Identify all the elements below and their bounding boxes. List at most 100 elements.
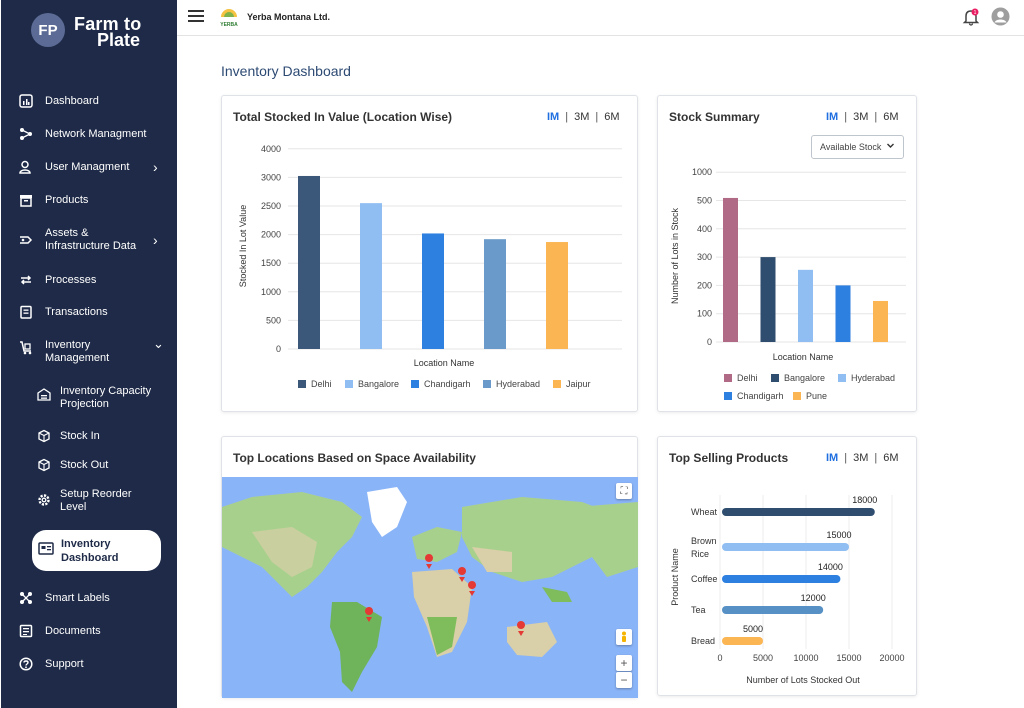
x-tick-label: 0 bbox=[717, 653, 722, 663]
map-marker-icon[interactable] bbox=[425, 554, 434, 569]
stock-summary-bar-chart: 0 100 200 300 400 500 1000 Location Name Number … bbox=[670, 167, 906, 401]
sidebar-item-documents[interactable]: Documents bbox=[1, 623, 177, 639]
warehouse-icon bbox=[36, 386, 52, 402]
map-marker-icon[interactable] bbox=[517, 621, 526, 636]
y-tick-label: 1000 bbox=[261, 287, 281, 297]
sidebar-item-setup-reorder-level[interactable]: Setup Reorder Level bbox=[1, 487, 177, 515]
sidebar-item-label: Support bbox=[45, 658, 84, 670]
sidebar-item-stock-in[interactable]: Stock In bbox=[1, 428, 177, 444]
bar-chandigarh bbox=[835, 285, 851, 342]
bar-wheat bbox=[722, 508, 875, 516]
stock-type-select[interactable]: Available Stock bbox=[811, 135, 904, 159]
fp-logo-icon: FP bbox=[31, 13, 65, 47]
tab-1m[interactable]: IM bbox=[826, 452, 839, 464]
sidebar-item-label: Inventory Dashboard bbox=[61, 538, 119, 564]
y-category-label: Wheat bbox=[691, 507, 718, 517]
zoom-in-button[interactable]: + bbox=[616, 655, 632, 671]
sidebar-item-label: Documents bbox=[45, 625, 101, 637]
tab-1m[interactable]: IM bbox=[547, 111, 560, 123]
tab-3m[interactable]: 3M bbox=[853, 452, 869, 464]
sidebar-item-support[interactable]: Support bbox=[1, 656, 177, 672]
help-icon bbox=[18, 656, 34, 672]
street-view-icon[interactable] bbox=[616, 629, 632, 645]
sidebar-item-label: Stock In bbox=[60, 430, 100, 442]
document-icon bbox=[18, 623, 34, 639]
tab-6m[interactable]: 6M bbox=[883, 452, 899, 464]
user-avatar-icon[interactable] bbox=[991, 7, 1010, 26]
tab-1m[interactable]: IM bbox=[826, 111, 839, 123]
company-name: Yerba Montana Ltd. bbox=[247, 12, 331, 22]
sidebar-item-inventory-dashboard[interactable]: Inventory Dashboard bbox=[32, 530, 161, 571]
sidebar-item-assets[interactable]: Assets & Infrastructure Data › bbox=[1, 226, 177, 254]
zoom-out-button[interactable]: − bbox=[616, 672, 632, 688]
sidebar-item-label: Setup Reorder Level bbox=[60, 488, 132, 513]
network-icon bbox=[18, 126, 34, 142]
sidebar-item-inventory-capacity-projection[interactable]: Inventory Capacity Projection bbox=[1, 384, 177, 412]
data-label: 14000 bbox=[818, 562, 843, 572]
brand-logo[interactable]: FP Farm to Plate bbox=[31, 13, 161, 50]
data-label: 18000 bbox=[852, 495, 877, 505]
stock-summary-card: Stock Summary IM | 3M | 6M Available Stock… bbox=[657, 95, 917, 412]
sidebar-item-label: User Managment bbox=[45, 161, 130, 173]
sidebar-item-smart-labels[interactable]: Smart Labels bbox=[1, 590, 177, 606]
bar-tea bbox=[722, 606, 824, 614]
map-marker-icon[interactable] bbox=[468, 581, 477, 596]
sidebar-item-products[interactable]: Products bbox=[1, 192, 177, 208]
sidebar-item-label: Processes bbox=[45, 274, 97, 286]
world-map[interactable]: ⛶ + − bbox=[222, 477, 638, 698]
sidebar-item-user-managment[interactable]: User Managment › bbox=[1, 159, 177, 175]
company-logo-text: YERBA bbox=[220, 22, 238, 28]
tab-6m[interactable]: 6M bbox=[604, 111, 620, 123]
box-out-icon bbox=[36, 457, 52, 473]
legend-label: Bangalore bbox=[358, 379, 399, 389]
legend-swatch bbox=[793, 392, 801, 400]
data-label: 5000 bbox=[743, 624, 763, 634]
notification-bell-icon[interactable]: 1 bbox=[962, 8, 980, 26]
bar-coffee bbox=[722, 575, 841, 583]
x-axis-label: Location Name bbox=[773, 352, 834, 362]
smart-labels-icon bbox=[18, 590, 34, 606]
sidebar-item-dashboard[interactable]: Dashboard bbox=[1, 93, 177, 109]
menu-icon[interactable] bbox=[188, 8, 204, 24]
card-title: Top Locations Based on Space Availabilit… bbox=[233, 451, 476, 465]
card-title: Stock Summary bbox=[669, 110, 760, 124]
data-label: 12000 bbox=[801, 593, 826, 603]
transactions-icon bbox=[18, 304, 34, 320]
y-tick-label: 2500 bbox=[261, 201, 281, 211]
top-selling-bar-chart: 0 5000 10000 15000 20000 18000 15000 14000 12000… bbox=[670, 495, 905, 685]
sidebar-item-processes[interactable]: Processes bbox=[1, 272, 177, 288]
sidebar-item-transactions[interactable]: Transactions bbox=[1, 304, 177, 320]
stock-type-value: Available Stock bbox=[820, 142, 882, 152]
sidebar: FP Farm to Plate Dashboard Network Manag… bbox=[1, 0, 177, 708]
dashboard-icon bbox=[18, 93, 34, 109]
bar-brown-rice bbox=[722, 543, 849, 551]
fullscreen-icon[interactable]: ⛶ bbox=[616, 483, 632, 499]
sidebar-item-label: Network Managment bbox=[45, 128, 147, 140]
company-logo: YERBA bbox=[218, 5, 240, 29]
tab-6m[interactable]: 6M bbox=[883, 111, 899, 123]
legend-swatch bbox=[411, 380, 419, 388]
y-tick-label: 400 bbox=[697, 224, 712, 234]
sidebar-item-stock-out[interactable]: Stock Out bbox=[1, 457, 177, 473]
y-category-label: Coffee bbox=[691, 574, 717, 584]
sidebar-item-label: Inventory Management bbox=[45, 339, 110, 364]
bar-chandigarh bbox=[422, 233, 444, 349]
legend-swatch bbox=[724, 392, 732, 400]
x-tick-label: 20000 bbox=[879, 653, 904, 663]
y-tick-label: 2000 bbox=[261, 230, 281, 240]
legend-label: Jaipur bbox=[566, 379, 591, 389]
y-category-label: Tea bbox=[691, 605, 706, 615]
y-category-label: Rice bbox=[691, 549, 709, 559]
sidebar-item-label: Stock Out bbox=[60, 459, 109, 471]
legend-label: Chandigarh bbox=[737, 391, 784, 401]
sidebar-item-network-managment[interactable]: Network Managment bbox=[1, 126, 177, 142]
map-marker-icon[interactable] bbox=[365, 607, 374, 622]
tab-3m[interactable]: 3M bbox=[574, 111, 590, 123]
y-axis-label: Number of Lots in Stock bbox=[670, 207, 680, 304]
map-marker-icon[interactable] bbox=[458, 567, 467, 582]
legend-swatch bbox=[553, 380, 561, 388]
brand-name-line1: Farm to bbox=[74, 14, 142, 34]
y-tick-label: 500 bbox=[697, 196, 712, 206]
sidebar-item-inventory-management[interactable]: Inventory Management ⌄ bbox=[1, 336, 177, 366]
tab-3m[interactable]: 3M bbox=[853, 111, 869, 123]
